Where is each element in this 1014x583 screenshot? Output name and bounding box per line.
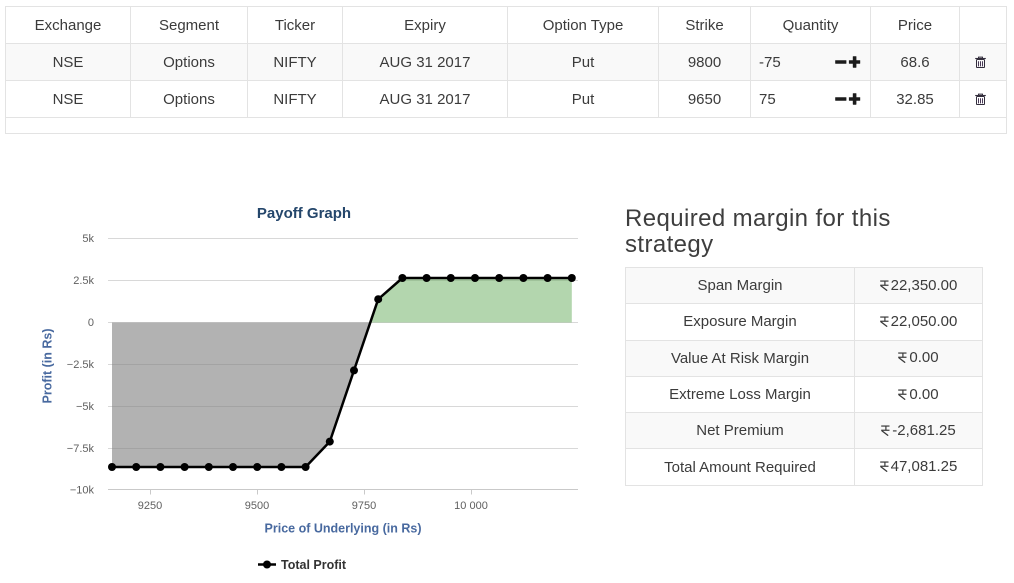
svg-text:9750: 9750 (352, 500, 376, 512)
svg-text:−2.5k: −2.5k (67, 359, 95, 371)
svg-text:9250: 9250 (138, 500, 162, 512)
svg-text:0: 0 (88, 317, 94, 329)
svg-text:Profit (in Rs): Profit (in Rs) (41, 329, 55, 404)
svg-text:10 000: 10 000 (454, 500, 488, 512)
svg-text:Total Profit: Total Profit (281, 558, 347, 572)
svg-text:−5k: −5k (76, 401, 95, 413)
svg-text:−10k: −10k (70, 485, 95, 497)
svg-text:9500: 9500 (245, 500, 269, 512)
svg-text:Payoff Graph: Payoff Graph (257, 205, 351, 222)
svg-text:Price of Underlying (in Rs): Price of Underlying (in Rs) (265, 522, 422, 536)
svg-text:−7.5k: −7.5k (67, 443, 95, 455)
svg-text:5k: 5k (82, 233, 94, 245)
svg-text:2.5k: 2.5k (73, 275, 94, 287)
